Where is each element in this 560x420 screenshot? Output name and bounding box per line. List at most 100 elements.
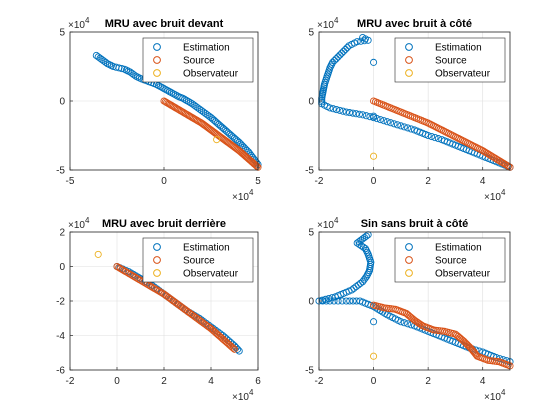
legend-label: Estimation xyxy=(183,43,230,54)
y-tick-label: -2 xyxy=(56,297,65,308)
data-point xyxy=(225,139,233,147)
data-point xyxy=(340,47,348,55)
data-point xyxy=(171,91,179,99)
y-tick-label: -5 xyxy=(305,166,314,177)
series-group xyxy=(94,250,243,355)
data-point xyxy=(346,297,354,305)
legend-label: Observateur xyxy=(183,69,239,80)
data-point xyxy=(334,297,342,305)
data-point xyxy=(330,297,338,305)
data-point xyxy=(322,297,330,305)
data-point xyxy=(201,122,209,130)
y-exponent-label: ×104 xyxy=(68,16,90,31)
data-point xyxy=(346,109,354,117)
subplot-title: Sin sans bruit à côté xyxy=(361,218,469,230)
legend-label: Estimation xyxy=(435,43,482,54)
data-point xyxy=(436,327,444,335)
data-point xyxy=(352,110,360,118)
data-point xyxy=(215,132,223,140)
data-point xyxy=(209,128,217,136)
series-source xyxy=(113,262,239,353)
data-point xyxy=(158,83,166,92)
y-tick-label: -4 xyxy=(56,331,65,342)
subplot-2: -2 0 2 4 5 0 -5 ×104 ×104 MRU avec bruit à côté Es… xyxy=(305,16,514,203)
series-observateur xyxy=(213,136,221,144)
legend-label: Observateur xyxy=(183,269,239,280)
data-point xyxy=(181,95,189,103)
y-exponent-label: ×104 xyxy=(68,216,90,231)
legend-marker xyxy=(405,69,413,77)
data-point xyxy=(169,90,177,98)
series-source xyxy=(160,97,262,171)
legend-label: Estimation xyxy=(183,243,230,254)
data-point xyxy=(376,116,384,124)
legend-marker xyxy=(153,43,161,51)
data-point xyxy=(326,104,334,112)
data-point xyxy=(203,123,212,131)
data-point xyxy=(359,111,367,119)
x-tick-label: 6 xyxy=(255,376,261,387)
data-point xyxy=(229,142,237,150)
data-point xyxy=(342,297,350,305)
legend-box xyxy=(394,237,506,283)
y-tick-label: 0 xyxy=(59,262,65,273)
legend-box xyxy=(142,37,254,83)
legend-label: Estimation xyxy=(435,243,482,254)
data-point xyxy=(393,121,401,129)
x-tick-label: 2 xyxy=(161,376,167,387)
data-point xyxy=(341,45,349,54)
data-point xyxy=(339,107,347,115)
data-point xyxy=(362,112,370,120)
x-exponent-label: ×104 xyxy=(484,388,506,403)
data-point xyxy=(221,136,229,144)
data-point xyxy=(424,131,432,140)
data-point xyxy=(355,238,363,246)
subplot-3: -2 0 2 4 6 2 0 -2 -4 -6 ×104 ×104 MRU avec bruit der… xyxy=(56,216,261,403)
x-tick-label: 5 xyxy=(255,176,261,187)
legend-box xyxy=(142,237,254,283)
data-point xyxy=(160,85,168,93)
series-observateur xyxy=(94,250,102,258)
subplot-title: MRU avec bruit devant xyxy=(105,18,224,30)
data-point xyxy=(458,336,466,344)
legend-label: Source xyxy=(183,256,215,267)
y-tick-label: -5 xyxy=(305,366,314,377)
data-point xyxy=(345,42,353,50)
data-point xyxy=(370,58,378,66)
data-point xyxy=(342,108,350,116)
data-point xyxy=(118,65,126,73)
data-point xyxy=(355,110,363,118)
data-point xyxy=(332,55,340,63)
x-tick-label: 4 xyxy=(208,376,214,387)
legend-marker xyxy=(153,243,161,251)
data-point xyxy=(94,250,102,258)
data-point xyxy=(253,162,261,170)
y-tick-label: 5 xyxy=(308,28,314,39)
x-tick-label: 4 xyxy=(480,376,486,387)
data-point xyxy=(167,89,176,97)
data-point xyxy=(338,297,346,305)
data-point xyxy=(227,141,235,149)
data-point xyxy=(407,125,415,133)
data-point xyxy=(504,162,513,170)
legend-marker xyxy=(153,69,161,77)
data-point xyxy=(179,94,187,102)
y-tick-label: 0 xyxy=(308,97,314,108)
data-point xyxy=(164,87,172,95)
data-point xyxy=(404,124,412,132)
data-point xyxy=(198,119,206,127)
data-point xyxy=(199,120,207,128)
data-point xyxy=(205,124,213,132)
y-tick-label: 2 xyxy=(59,228,65,239)
legend-marker xyxy=(405,43,413,51)
data-point xyxy=(228,141,236,150)
legend-marker xyxy=(153,56,161,64)
legend-label: Observateur xyxy=(435,69,491,80)
data-point xyxy=(338,49,346,57)
data-point xyxy=(130,71,138,79)
series-source xyxy=(370,97,514,171)
data-point xyxy=(349,297,357,305)
x-exponent-label: ×104 xyxy=(232,388,254,403)
data-point xyxy=(400,123,408,131)
